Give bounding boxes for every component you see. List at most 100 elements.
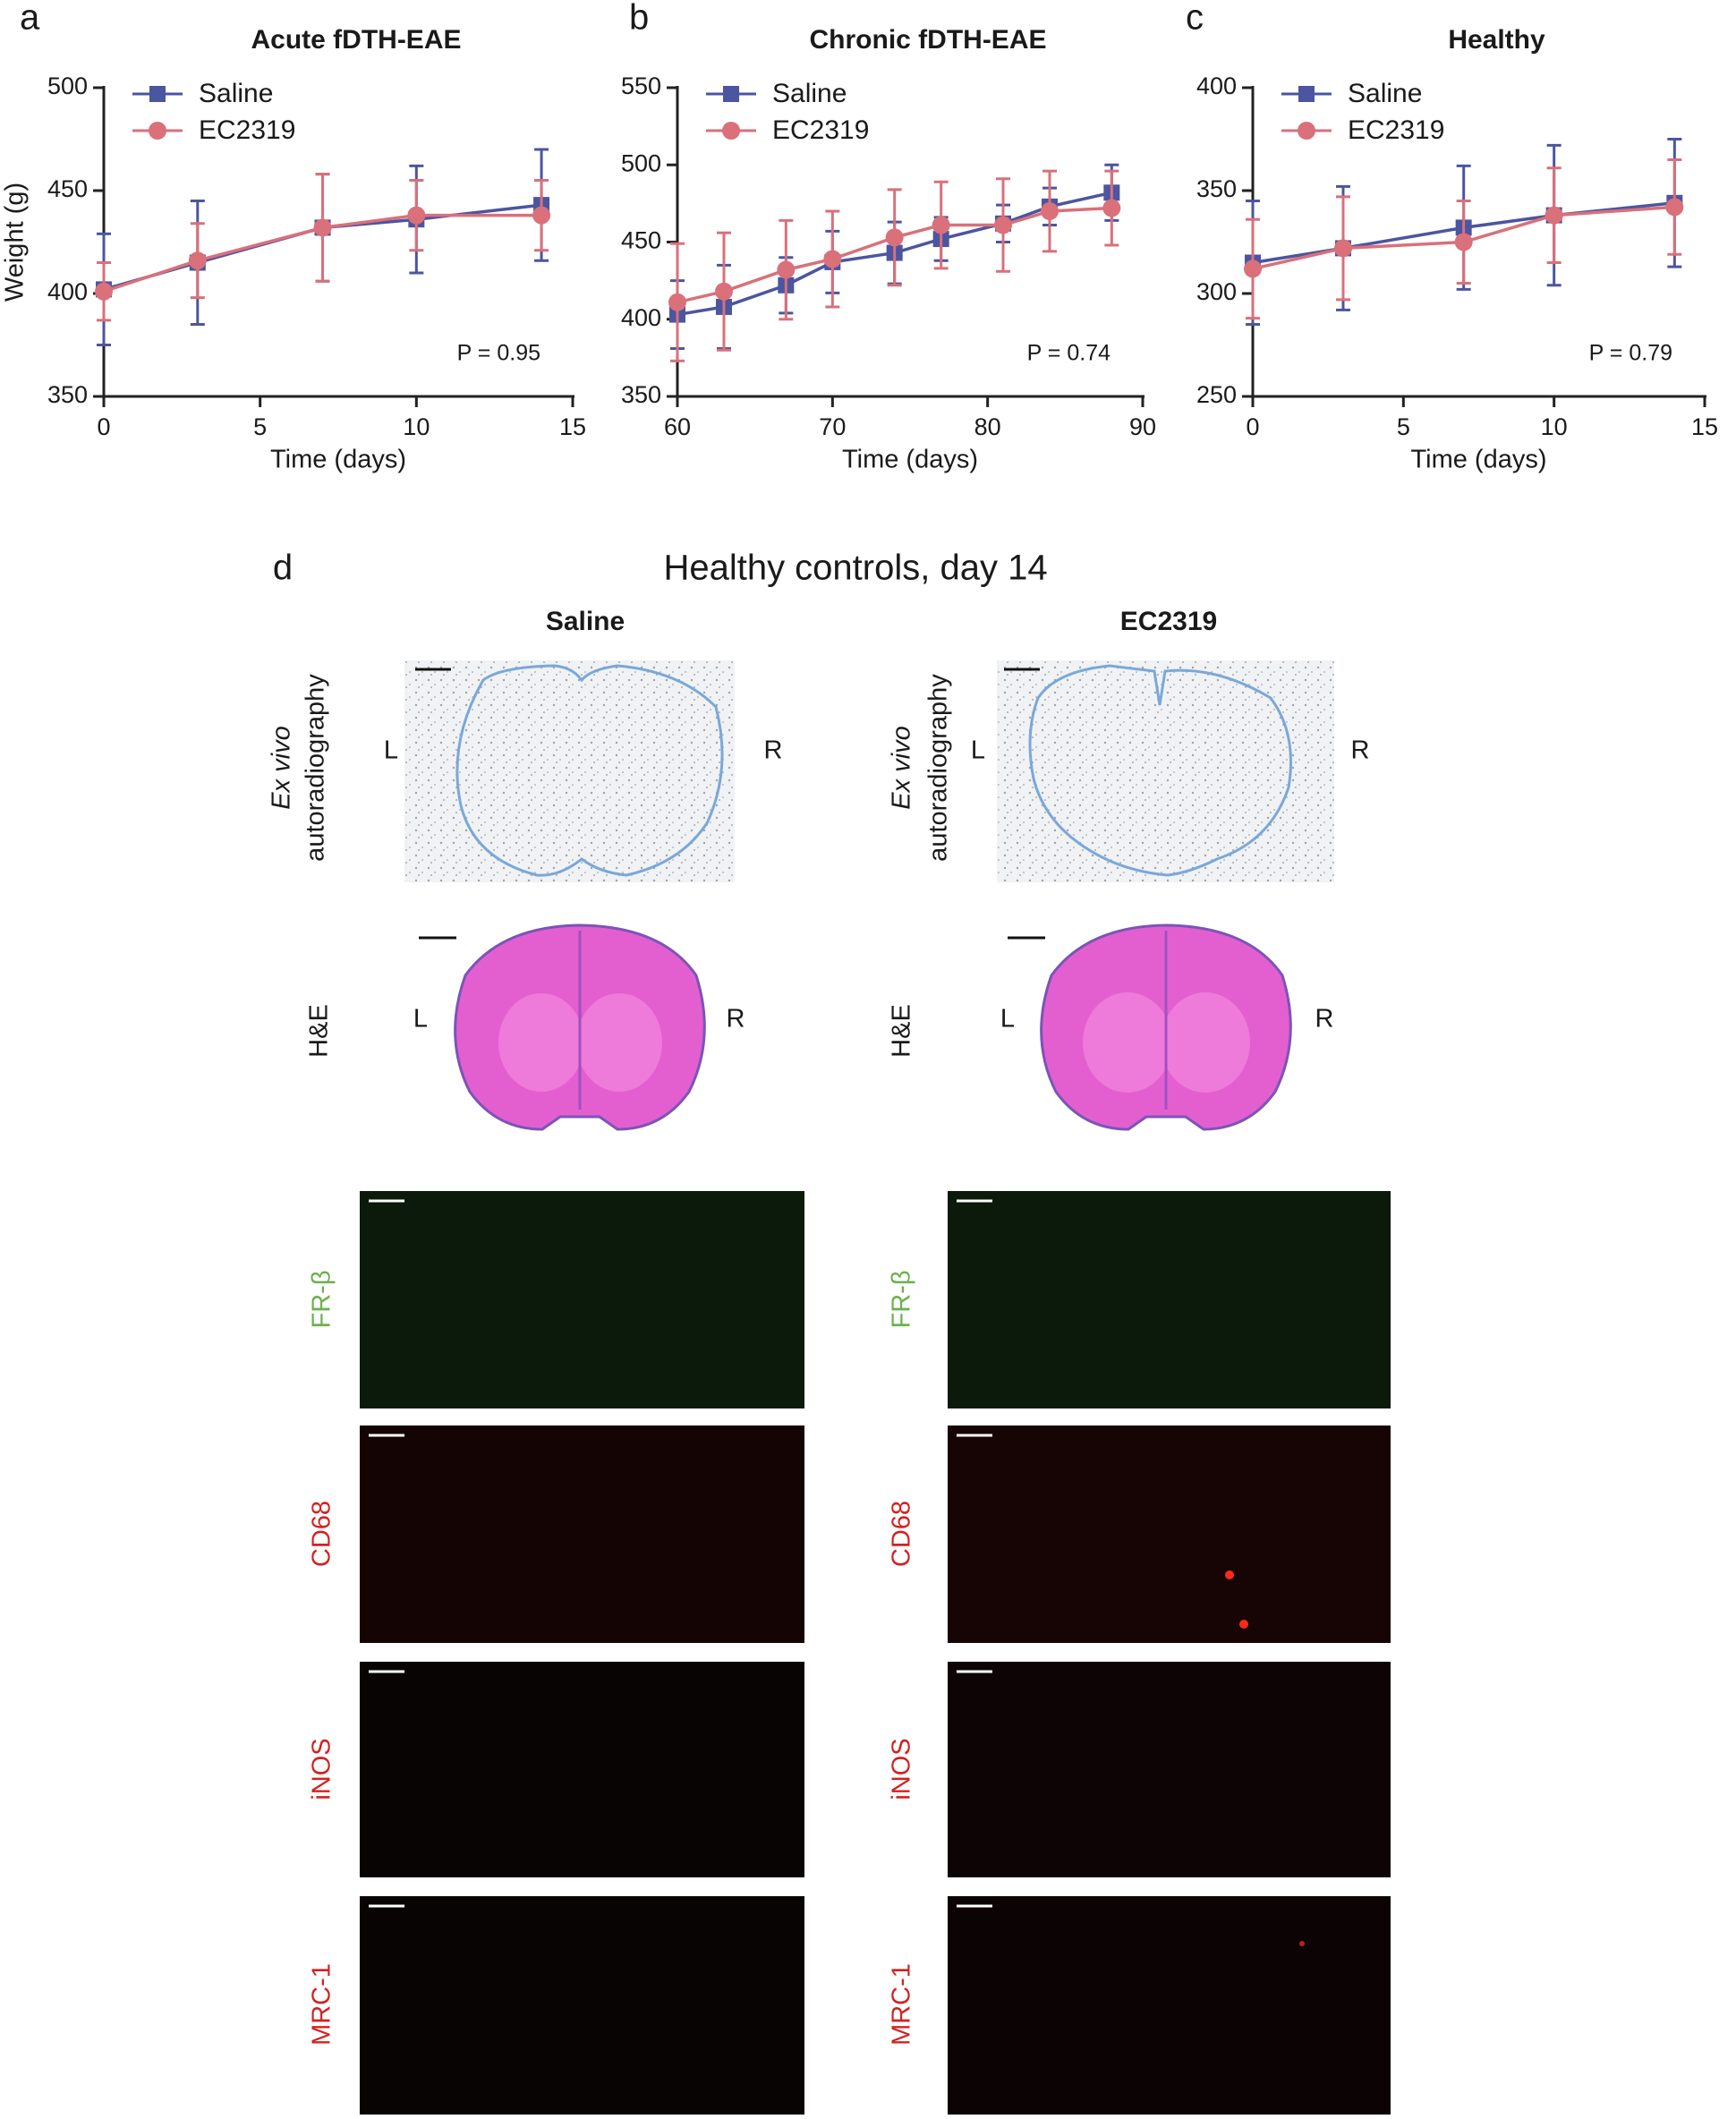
legend-marker [723, 86, 739, 102]
x-tick-label: 15 [559, 413, 586, 440]
legend-label: Saline [199, 79, 273, 108]
row-label: H&E [305, 1004, 334, 1058]
point [1454, 233, 1473, 251]
chart-title: Chronic fDTH-EAE [810, 25, 1047, 55]
legend-label: EC2319 [772, 115, 869, 145]
x-axis-label: Time (days) [270, 446, 406, 474]
y-tick-label: 500 [47, 72, 88, 99]
fluorescence-image [948, 1425, 1391, 1643]
point [777, 260, 796, 279]
x-tick-label: 10 [1541, 413, 1568, 440]
stain-label: FR-β [308, 1271, 336, 1329]
point [1102, 199, 1121, 217]
he-structure [576, 993, 662, 1092]
y-tick-label: 500 [621, 149, 661, 176]
legend-marker [149, 122, 166, 140]
autoradiography-saline [404, 660, 735, 882]
stain-label: CD68 [888, 1501, 916, 1567]
side-label: R [1351, 736, 1370, 765]
point [532, 206, 551, 225]
panel-label: c [1186, 0, 1204, 38]
autoradiography-image [404, 660, 735, 882]
he-structure [1161, 992, 1250, 1093]
x-tick-label: 90 [1129, 413, 1156, 440]
series [95, 173, 551, 322]
stain-label: MRC-1 [888, 1963, 916, 2046]
point [1244, 260, 1262, 278]
point [407, 206, 426, 225]
point [932, 216, 950, 234]
x-tick-label: 15 [1691, 413, 1718, 440]
panel-label: d [273, 549, 293, 588]
legend-label: Saline [772, 79, 847, 108]
point [823, 250, 842, 268]
point [994, 216, 1012, 234]
point [1334, 239, 1352, 258]
column-title: EC2319 [1120, 607, 1217, 636]
point [313, 218, 332, 237]
autoradiography-ec2319 [997, 660, 1334, 882]
scale-bars [369, 1199, 992, 1908]
y-tick-label: 400 [621, 304, 661, 331]
side-label: R [1315, 1005, 1334, 1034]
x-tick-label: 0 [97, 413, 110, 440]
chart-title: Acute fDTH-EAE [251, 25, 461, 55]
x-tick-label: 5 [253, 413, 267, 440]
x-tick-label: 80 [974, 413, 1001, 440]
stain-label: MRC-1 [308, 1963, 336, 2046]
point [1041, 202, 1059, 220]
y-tick-label: 350 [621, 381, 661, 408]
x-tick-label: 0 [1246, 413, 1259, 440]
chart: 350 400 450 500 550 60 70 80 90 Time (days) Chroni… [621, 0, 1156, 474]
y-tick-label: 450 [621, 227, 661, 254]
y-tick-label: 350 [1196, 175, 1237, 202]
legend-marker [149, 86, 166, 102]
panel-title: Healthy controls, day 14 [663, 549, 1047, 588]
point [885, 228, 904, 247]
chart: 250 300 350 400 0 5 10 15 Time (days) Healthy c P =… [1186, 0, 1718, 474]
fluorescence-spot [1239, 1620, 1248, 1629]
side-label: L [971, 736, 985, 765]
annotation: P = 0.74 [1027, 341, 1111, 366]
y-tick-label: 300 [1196, 278, 1237, 305]
row-label: H&E [888, 1004, 916, 1058]
point [715, 282, 733, 301]
chart: 350 400 450 500 0 5 10 15 Time (days) Weight (g) A… [1, 0, 586, 474]
stain-label: iNOS [888, 1738, 916, 1800]
stain-label: iNOS [308, 1738, 336, 1800]
y-tick-label: 550 [621, 72, 661, 99]
row-label: autoradiography [924, 674, 953, 862]
fluorescence-image [360, 1425, 804, 1643]
x-tick-label: 10 [403, 413, 430, 440]
x-axis-label: Time (days) [842, 446, 978, 474]
stain-label: FR-β [888, 1271, 916, 1329]
fluorescence-image [948, 1896, 1391, 2115]
point [188, 251, 207, 270]
point [95, 282, 113, 301]
point [1545, 206, 1563, 225]
row-label: Ex vivo [268, 726, 296, 809]
fluorescence-grid [360, 1191, 1391, 2115]
brain-outline [455, 664, 724, 877]
legend-marker [1298, 122, 1315, 140]
point [1665, 198, 1684, 217]
y-tick-label: 400 [1196, 72, 1237, 99]
fluorescence-spot [1225, 1570, 1234, 1579]
stain-label: CD68 [308, 1501, 336, 1567]
point [668, 293, 686, 311]
x-tick-label: 70 [819, 413, 846, 440]
side-label: L [384, 736, 398, 765]
fluorescence-image [948, 1191, 1391, 1408]
y-tick-label: 250 [1196, 381, 1237, 408]
he-structure [498, 993, 584, 1092]
he-saline [419, 923, 706, 1131]
fluorescence-spot [1299, 1941, 1305, 1946]
series [668, 169, 1121, 362]
series [1244, 158, 1684, 320]
column-title: Saline [546, 607, 625, 636]
y-tick-label: 400 [47, 278, 88, 305]
legend-marker [722, 122, 740, 140]
x-axis-label: Time (days) [1411, 446, 1547, 474]
legend-label: EC2319 [199, 115, 295, 145]
